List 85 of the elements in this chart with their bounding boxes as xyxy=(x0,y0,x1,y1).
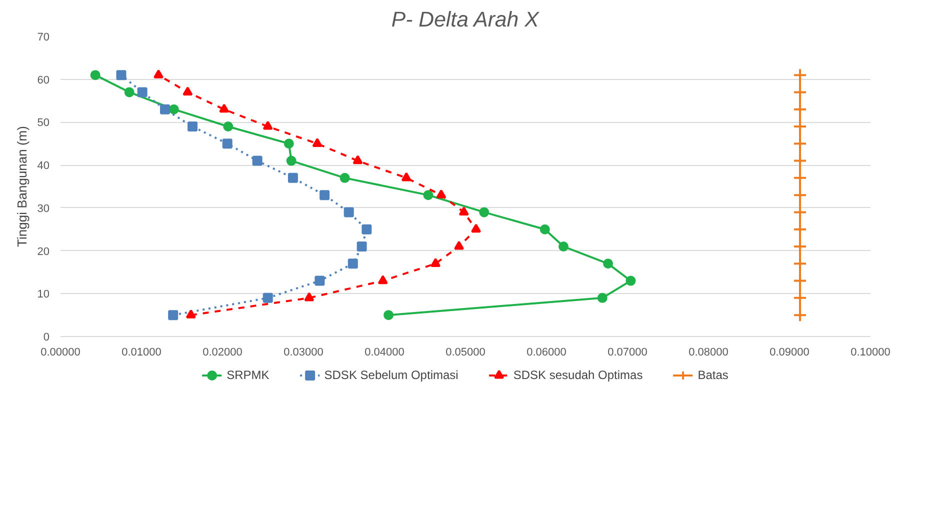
point xyxy=(348,258,358,269)
point xyxy=(90,70,100,80)
x-tick-label: 0.06000 xyxy=(526,346,566,358)
legend-label: Batas xyxy=(698,368,728,382)
point xyxy=(182,86,193,96)
point xyxy=(793,102,808,116)
point xyxy=(160,104,170,114)
point xyxy=(362,224,372,234)
point xyxy=(793,222,808,236)
point xyxy=(384,310,394,320)
point xyxy=(793,274,808,288)
y-tick-label: 50 xyxy=(37,117,50,130)
point xyxy=(137,87,148,98)
point xyxy=(454,240,464,250)
point xyxy=(304,292,314,302)
legend-label: SDSK Sebelum Optimasi xyxy=(324,368,458,382)
point xyxy=(186,309,196,318)
point xyxy=(286,156,296,166)
point xyxy=(252,156,262,166)
point xyxy=(168,104,179,114)
point xyxy=(597,292,608,303)
point xyxy=(168,310,178,320)
x-tick-label: 0.10000 xyxy=(850,346,890,358)
point xyxy=(603,258,614,269)
point xyxy=(540,224,550,234)
point xyxy=(378,275,388,284)
point xyxy=(793,308,808,322)
point xyxy=(430,258,441,267)
point xyxy=(284,138,294,149)
y-tick-label: 40 xyxy=(37,160,50,172)
x-tick-label: 0.01000 xyxy=(122,346,162,358)
y-tick-label: 60 xyxy=(37,74,50,86)
point xyxy=(223,122,234,132)
x-tick-label: 0.07000 xyxy=(608,346,648,358)
y-tick-label: 70 xyxy=(37,32,50,44)
point xyxy=(219,104,230,113)
x-tick-label: 0.00000 xyxy=(40,346,80,358)
point xyxy=(479,207,490,218)
y-tick-label: 20 xyxy=(37,246,50,258)
x-tick-label: 0.02000 xyxy=(202,346,242,358)
point xyxy=(314,276,325,286)
point xyxy=(320,190,330,200)
x-tick-label: 0.04000 xyxy=(364,346,404,358)
point xyxy=(458,206,469,216)
point xyxy=(262,120,273,130)
x-tick-label: 0.05000 xyxy=(446,346,486,358)
point xyxy=(401,172,412,182)
point xyxy=(340,172,350,183)
point xyxy=(222,138,232,149)
point xyxy=(793,256,808,271)
point xyxy=(288,172,298,183)
point xyxy=(436,189,446,198)
point xyxy=(793,188,808,202)
point xyxy=(793,120,808,134)
point xyxy=(793,170,808,185)
y-axis-title: Tinggi Bangunan (m) xyxy=(14,126,30,247)
point xyxy=(124,87,134,98)
point xyxy=(344,207,354,218)
y-tick-label: 10 xyxy=(37,288,50,301)
legend-label: SDSK sesudah Optimas xyxy=(513,368,643,382)
point xyxy=(188,122,198,132)
point xyxy=(356,242,367,252)
x-tick-label: 0.08000 xyxy=(688,346,728,358)
point xyxy=(423,190,434,200)
point xyxy=(312,138,322,147)
point xyxy=(793,85,808,100)
point xyxy=(471,224,482,233)
point xyxy=(116,70,126,80)
point xyxy=(154,69,164,78)
point xyxy=(793,205,808,220)
point xyxy=(558,242,569,252)
point xyxy=(793,240,808,254)
point xyxy=(793,290,808,305)
point xyxy=(793,154,808,168)
y-tick-label: 0 xyxy=(43,332,50,344)
legend-label: SRPMK xyxy=(226,368,270,382)
x-tick-label: 0.09000 xyxy=(770,346,810,358)
chart-title: P- Delta Arah X xyxy=(391,8,540,32)
x-tick-label: 0.03000 xyxy=(284,346,324,358)
point xyxy=(626,276,636,286)
point xyxy=(352,155,363,164)
point xyxy=(262,292,273,303)
point xyxy=(793,136,808,151)
y-tick-label: 30 xyxy=(37,202,50,215)
point xyxy=(793,68,808,82)
